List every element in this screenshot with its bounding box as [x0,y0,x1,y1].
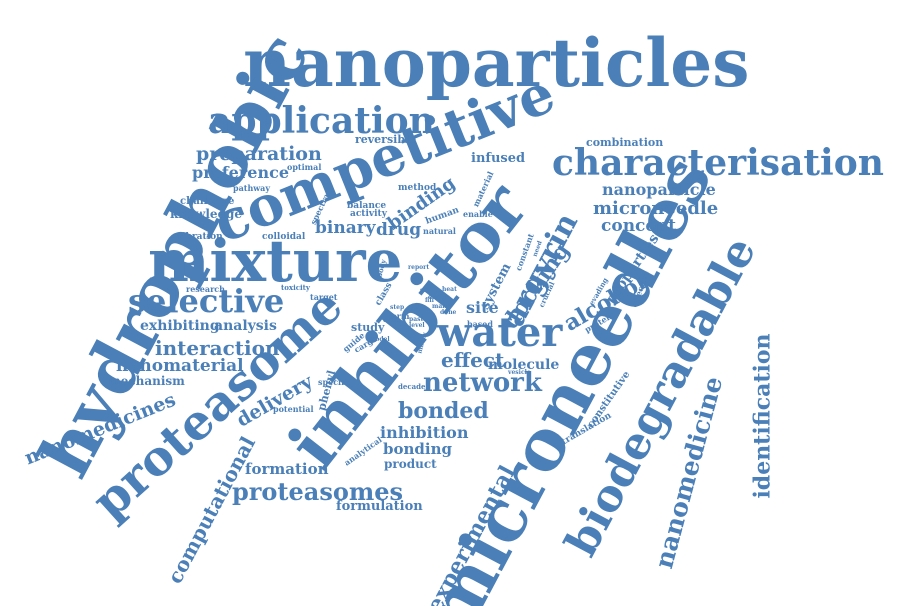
word-vesicle: vesicle [508,369,531,376]
word-formulation: formulation [336,499,423,514]
word-nanomaterial: nanomaterial [116,356,244,376]
word-soft: soft [420,287,433,294]
word-form: form [388,311,410,321]
word-toxicity: toxicity [281,283,310,292]
word-method: method [398,183,437,193]
word-nanoparticles: nanoparticles [243,24,750,102]
word-balance: balance [347,201,387,211]
word-preference: preference [192,163,290,182]
word-bonded: bonded [398,398,489,424]
word-heat: heat [442,286,457,293]
word-design: design [428,294,451,301]
word-nanoparticle: nanoparticle [602,180,716,199]
word-combination: combination [586,136,664,149]
word-application: application [208,100,435,142]
word-mechanism: mechanism [108,374,185,388]
word-natural: natural [423,226,456,236]
word-challenge: challenge [180,196,235,207]
word-done: done [440,309,457,316]
word-binary: binary [315,218,376,238]
word-model: model [369,336,390,343]
word-interaction: interaction [155,336,280,360]
word-study: study [351,321,385,334]
word-reversible: reversible [355,133,417,146]
word-mixture: mixture [148,227,403,295]
word-exhibiting: exhibiting [140,318,220,334]
word-fill: fill [425,297,434,304]
word-based: based [467,319,493,329]
word-selective: selective [128,282,285,320]
word-activity: activity [350,209,387,219]
word-formation: formation [245,460,329,478]
word-network: network [423,368,542,398]
word-concept: concept [601,216,676,236]
word-proteasomes: proteasomes [232,477,404,506]
word-vibration: vibration [177,232,223,242]
word-enable: enable [463,209,493,219]
word-target: target [310,292,338,302]
word-site: site [466,298,499,317]
word-optimal: optimal [287,162,322,172]
word-infused: infused [471,151,526,166]
word-analysis: analysis [214,318,277,334]
word-colloidal: colloidal [262,232,306,242]
word-effect: effect [441,348,505,372]
word-cycle: cycle [383,317,400,324]
word-research: research [186,284,225,294]
word-step: step [390,304,405,311]
word-water: water [437,309,563,356]
word-potential: potential [273,404,314,414]
word-inhibition: inhibition [380,423,469,442]
word-identification: identification [749,333,776,499]
word-specific: specific [318,377,352,387]
word-molecule: molecule [488,357,560,373]
word-characterisation: characterisation [552,142,884,184]
word-past: past [409,316,424,323]
word-report: report [408,264,430,271]
word-knowledge: knowledge [170,207,242,221]
word-microneedle: microneedle [593,198,719,219]
word-bonding: bonding [383,440,452,458]
word-decade: decade [398,382,426,391]
word-preparation: preparation [196,143,322,165]
word-level: level [409,322,425,329]
word-pathway: pathway [233,183,271,193]
word-drug: drug [376,220,422,240]
word-many: many [432,303,451,310]
word-product: product [384,457,437,471]
